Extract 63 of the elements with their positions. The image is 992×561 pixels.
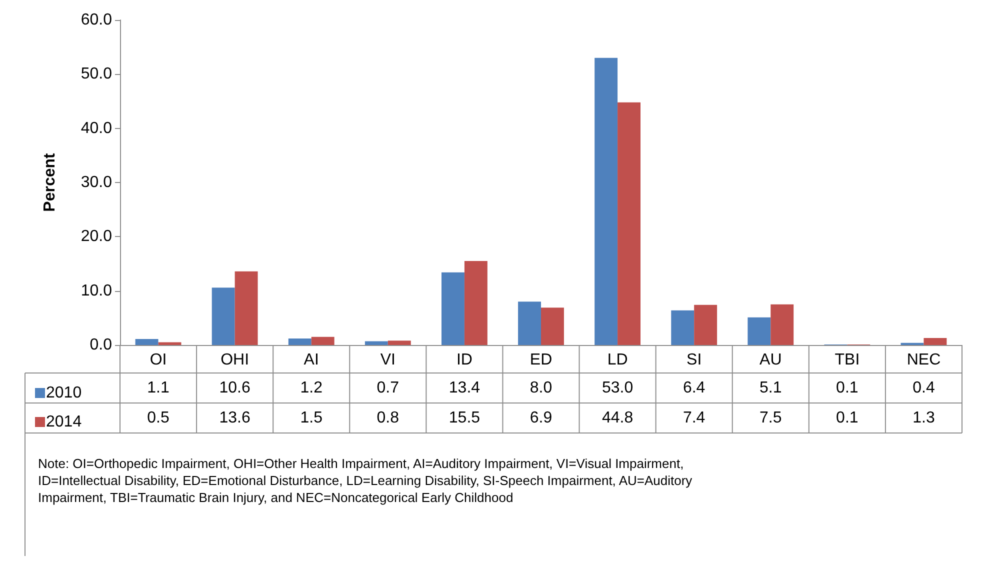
bar [364, 341, 388, 345]
text: Note: OI=Orthopedic Impairment, OHI=Other Health Impairment, AI=Auditory Impairment, VI=Visual Impairment, ID=Intellectual Disability, ED=Emotional Disturbance, LD=Learning Disability, SI-Speech Impairment, AU=Auditory Impairment, TBI=Traumatic Brain Injury, and NEC=Noncategorical Early Childhood [38, 456, 696, 505]
bar [518, 302, 541, 345]
data-label: 1.5 [300, 410, 323, 426]
data-label: 0.5 [147, 410, 170, 426]
bar [441, 272, 464, 345]
data-label: 0.1 [836, 410, 858, 426]
data-label: 44.8 [602, 410, 634, 426]
y-tick-label: 50.0 [80, 66, 112, 83]
bar [770, 304, 794, 345]
bar [212, 288, 235, 345]
data-label: 0.7 [376, 380, 400, 396]
y-tick-label: 40.0 [80, 120, 112, 137]
y-axis-title: Percent [42, 152, 58, 212]
x-tick-label: AI [304, 352, 319, 368]
x-tick-label: LD [607, 352, 628, 368]
bar [924, 338, 947, 345]
x-tick-label: ID [456, 352, 472, 368]
data-label: 53.0 [602, 380, 634, 396]
legend-label: 2014 [46, 414, 82, 430]
data-label: 0.1 [836, 380, 858, 396]
data-label: 1.3 [912, 410, 935, 426]
x-tick-label: ED [530, 352, 552, 368]
bar [234, 271, 258, 345]
y-tick-label: 30.0 [80, 174, 112, 191]
data-label: 13.4 [448, 380, 480, 396]
x-tick-label: AU [760, 352, 782, 368]
x-tick-label: SI [686, 352, 702, 368]
data-label: 7.5 [760, 410, 782, 426]
data-label: 6.9 [530, 410, 552, 426]
x-tick-label: OI [150, 352, 167, 368]
bar [135, 339, 158, 345]
data-label: 0.4 [912, 380, 935, 396]
data-label: 5.1 [760, 380, 782, 396]
data-label: 0.8 [376, 410, 400, 426]
data-label: 8.0 [530, 380, 552, 396]
y-tick-label: 10.0 [80, 282, 112, 300]
bar [464, 261, 488, 345]
data-label: 7.4 [682, 410, 706, 426]
bar [594, 58, 618, 345]
x-tick-label: TBI [834, 352, 860, 368]
data-label: 13.6 [219, 410, 250, 426]
bar [311, 336, 334, 345]
data-label: 1.2 [300, 380, 323, 396]
x-tick-label: NEC [906, 352, 941, 368]
y-tick-label: 20.0 [80, 228, 112, 246]
bar [541, 308, 564, 345]
data-label: 15.5 [448, 410, 480, 426]
bar [288, 338, 312, 345]
legend-label: 2010 [46, 384, 82, 402]
data-label: 10.6 [219, 380, 250, 396]
x-tick-label: VI [380, 352, 396, 368]
data-label: 6.4 [682, 380, 706, 396]
bar [158, 342, 182, 345]
bar [618, 102, 641, 345]
bar [748, 317, 771, 345]
bar [671, 310, 694, 345]
y-tick-label: 0.0 [90, 336, 112, 354]
x-tick-label: OHI [220, 352, 250, 368]
y-tick-label: 60.0 [80, 12, 112, 28]
data-label: 1.1 [147, 380, 170, 396]
bar [694, 304, 718, 345]
bar [388, 340, 411, 345]
